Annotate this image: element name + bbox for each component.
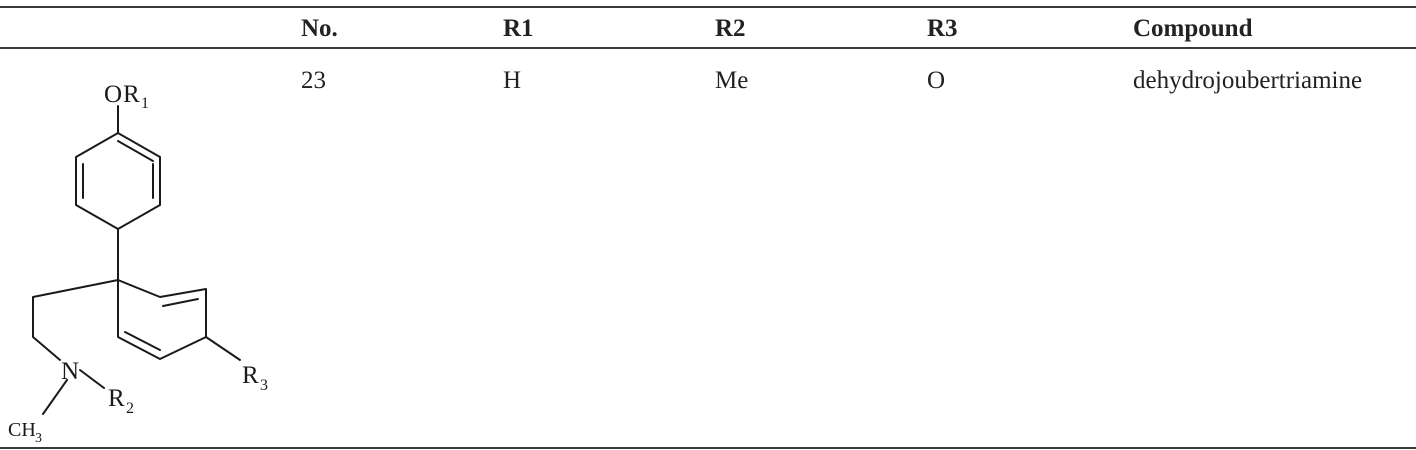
cell-r2: Me [715,67,749,94]
bond-n-ch3 [42,379,68,415]
label-ch3: CH [8,419,36,441]
header-r3: R3 [927,15,958,42]
label-r2: R [108,385,125,412]
benzene-double-bond-3 [117,140,154,162]
label-n: N [61,358,79,385]
label-o: O [104,81,122,108]
cell-r3: O [927,67,946,94]
table-header-rule [0,47,1416,49]
chemical-structure-diagram: O R 1 N R 2 R 3 CH 3 [8,81,268,444]
diene-double-bond-1 [162,298,199,307]
cell-r1: H [503,67,522,94]
header-r1: R1 [503,15,534,42]
diene-double-bond-2 [124,331,161,351]
header-compound: Compound [1133,15,1253,42]
label-ch3-subscript: 3 [35,431,42,444]
label-r1-subscript: 1 [141,95,149,112]
ethyl-chain [32,279,119,361]
cyclohexadiene-ring [117,279,207,360]
header-no: No. [301,15,338,42]
label-r3-subscript: 3 [260,377,268,394]
header-r2: R2 [715,15,746,42]
benzene-ring [75,132,161,230]
table-top-rule [0,6,1416,8]
label-r2-subscript: 2 [126,400,134,417]
cell-no: 23 [301,67,326,94]
table-bottom-rule [0,447,1416,449]
bond-n-r2 [79,369,105,389]
label-r3: R [242,362,259,389]
cell-compound: dehydrojoubertriamine [1133,67,1363,94]
bond-r3 [205,336,241,361]
label-r1: R [123,81,140,108]
